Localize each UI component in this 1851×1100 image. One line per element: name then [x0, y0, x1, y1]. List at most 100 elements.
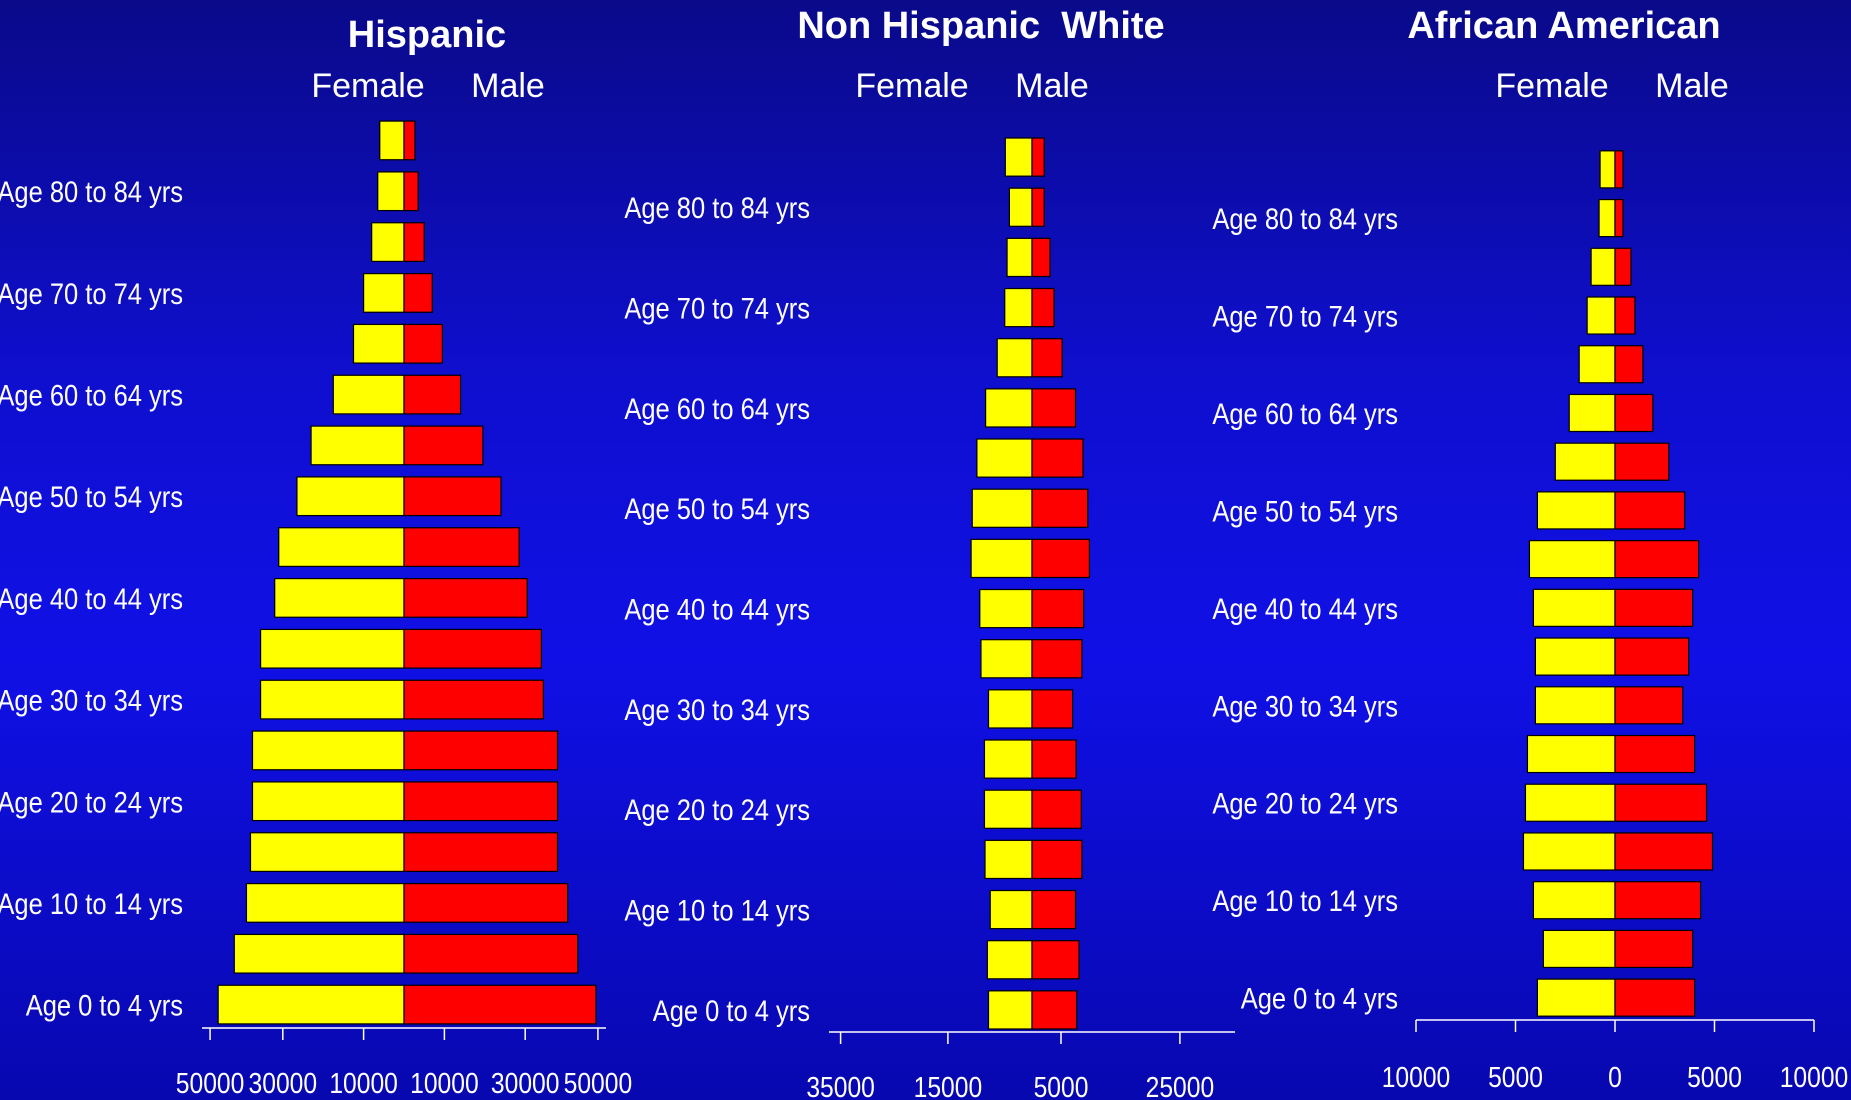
non-hispanic-white-male-bar	[1031, 639, 1083, 679]
hispanic-female-bar	[332, 374, 405, 415]
non-hispanic-white-age-label: Age 10 to 14 yrs	[624, 894, 810, 927]
african-american-x-tick-label: 10000	[1382, 1061, 1451, 1093]
non-hispanic-white-age-label: Age 50 to 54 yrs	[624, 492, 810, 525]
hispanic-female-bar	[278, 527, 405, 567]
non-hispanic-white-male-bar	[1031, 338, 1063, 378]
hispanic-female-bar	[251, 781, 405, 822]
non-hispanic-white-female-bar	[987, 689, 1033, 729]
non-hispanic-white-female-bar	[1008, 187, 1033, 227]
african-american-female-bar	[1590, 247, 1616, 286]
hispanic-female-bar	[245, 882, 405, 923]
non-hispanic-white-male-bar	[1031, 488, 1089, 528]
hispanic-male-bar	[403, 425, 484, 466]
african-american-male-bar	[1614, 198, 1624, 238]
african-american-male-bar	[1614, 150, 1624, 189]
non-hispanic-white-male-bar	[1031, 889, 1077, 930]
african-american-female-bar	[1599, 150, 1616, 189]
hispanic-male-bar	[403, 933, 579, 974]
african-american-male-label: Male	[1655, 67, 1729, 105]
hispanic-male-bar	[403, 120, 416, 161]
african-american-age-label: Age 20 to 24 yrs	[1212, 787, 1398, 820]
hispanic-female-bar	[217, 984, 405, 1025]
hispanic-age-label: Age 10 to 14 yrs	[0, 887, 183, 920]
african-american-male-bar	[1614, 296, 1636, 335]
hispanic-age-label: Age 40 to 44 yrs	[0, 582, 183, 615]
hispanic-male-bar	[403, 222, 425, 262]
non-hispanic-white-x-tick-label: 15000	[914, 1071, 983, 1100]
african-american-female-bar	[1568, 393, 1616, 433]
non-hispanic-white-male-bar	[1031, 689, 1074, 729]
non-hispanic-white-age-label: Age 0 to 4 yrs	[653, 994, 810, 1027]
african-american-title: African American	[1407, 5, 1720, 47]
african-american-x-tick-label: 5000	[1488, 1061, 1543, 1093]
non-hispanic-white-male-bar	[1031, 990, 1078, 1030]
non-hispanic-white-male-bar	[1031, 237, 1051, 278]
african-american-female-bar	[1526, 734, 1616, 774]
hispanic-female-bar	[259, 679, 405, 720]
african-american-female-bar	[1578, 345, 1616, 384]
african-american-female-bar	[1532, 588, 1616, 627]
non-hispanic-white-male-bar	[1031, 438, 1084, 478]
african-american-male-bar	[1614, 588, 1694, 627]
hispanic-male-bar	[403, 781, 559, 822]
hispanic-pyramid: Hispanic Female Male Age 0 to 4 yrs Age 1…	[0, 14, 632, 1099]
hispanic-female-bar	[352, 323, 405, 364]
hispanic-male-bar	[403, 679, 544, 720]
african-american-female-bar	[1534, 637, 1616, 676]
hispanic-female-bar	[251, 730, 405, 771]
african-american-male-bar	[1614, 734, 1696, 774]
hispanic-age-label: Age 20 to 24 yrs	[0, 785, 183, 818]
hispanic-female-bar	[249, 832, 405, 872]
non-hispanic-white-male-bar	[1031, 839, 1083, 880]
african-american-age-label: Age 30 to 34 yrs	[1212, 689, 1398, 722]
non-hispanic-white-age-label: Age 80 to 84 yrs	[624, 191, 810, 224]
non-hispanic-white-female-bar	[987, 990, 1033, 1030]
hispanic-female-bar	[296, 476, 405, 517]
non-hispanic-white-age-label: Age 20 to 24 yrs	[624, 793, 810, 826]
non-hispanic-white-female-label: Female	[855, 67, 968, 105]
african-american-age-label: Age 70 to 74 yrs	[1212, 300, 1398, 333]
non-hispanic-white-male-label: Male	[1015, 67, 1089, 105]
african-american-age-label: Age 0 to 4 yrs	[1241, 982, 1398, 1015]
african-american-male-bar	[1614, 442, 1670, 481]
african-american-age-label: Age 60 to 64 yrs	[1212, 397, 1398, 430]
hispanic-female-bar	[259, 628, 405, 669]
hispanic-male-bar	[403, 882, 569, 923]
african-american-male-bar	[1614, 540, 1700, 579]
hispanic-male-bar	[403, 323, 443, 364]
non-hispanic-white-female-bar	[979, 588, 1033, 629]
non-hispanic-white-x-tick-label: 5000	[1034, 1071, 1089, 1100]
non-hispanic-white-male-bar	[1031, 940, 1080, 980]
african-american-male-bar	[1614, 929, 1694, 969]
hispanic-male-bar	[403, 832, 559, 872]
african-american-male-bar	[1614, 832, 1714, 871]
non-hispanic-white-female-bar	[970, 538, 1033, 579]
african-american-female-bar	[1524, 783, 1616, 822]
african-american-female-bar	[1528, 540, 1616, 579]
hispanic-x-tick-label: 50000	[564, 1067, 633, 1099]
non-hispanic-white-male-bar	[1031, 588, 1085, 629]
hispanic-age-label: Age 50 to 54 yrs	[0, 480, 183, 513]
non-hispanic-white-title: Non Hispanic White	[797, 5, 1164, 47]
non-hispanic-white-female-bar	[986, 940, 1033, 980]
african-american-male-bar	[1614, 393, 1654, 433]
african-american-female-bar	[1522, 832, 1616, 871]
african-american-x-tick-label: 10000	[1780, 1061, 1849, 1093]
hispanic-age-label: Age 60 to 64 yrs	[0, 379, 183, 412]
hispanic-male-bar	[403, 527, 520, 567]
african-american-age-label: Age 40 to 44 yrs	[1212, 592, 1398, 625]
non-hispanic-white-male-bar	[1031, 789, 1082, 829]
african-american-male-bar	[1614, 491, 1686, 530]
non-hispanic-white-male-bar	[1031, 538, 1091, 579]
non-hispanic-white-female-bar	[976, 438, 1033, 478]
hispanic-female-bar	[371, 222, 405, 262]
african-american-female-bar	[1554, 442, 1616, 481]
hispanic-x-tick-label: 10000	[410, 1067, 479, 1099]
hispanic-age-label: Age 80 to 84 yrs	[0, 175, 183, 208]
non-hispanic-white-male-bar	[1031, 287, 1055, 328]
non-hispanic-white-female-bar	[971, 488, 1033, 528]
hispanic-male-bar	[403, 273, 433, 313]
non-hispanic-white-male-bar	[1031, 388, 1077, 428]
non-hispanic-white-female-bar	[989, 889, 1033, 930]
non-hispanic-white-male-bar	[1031, 137, 1045, 177]
